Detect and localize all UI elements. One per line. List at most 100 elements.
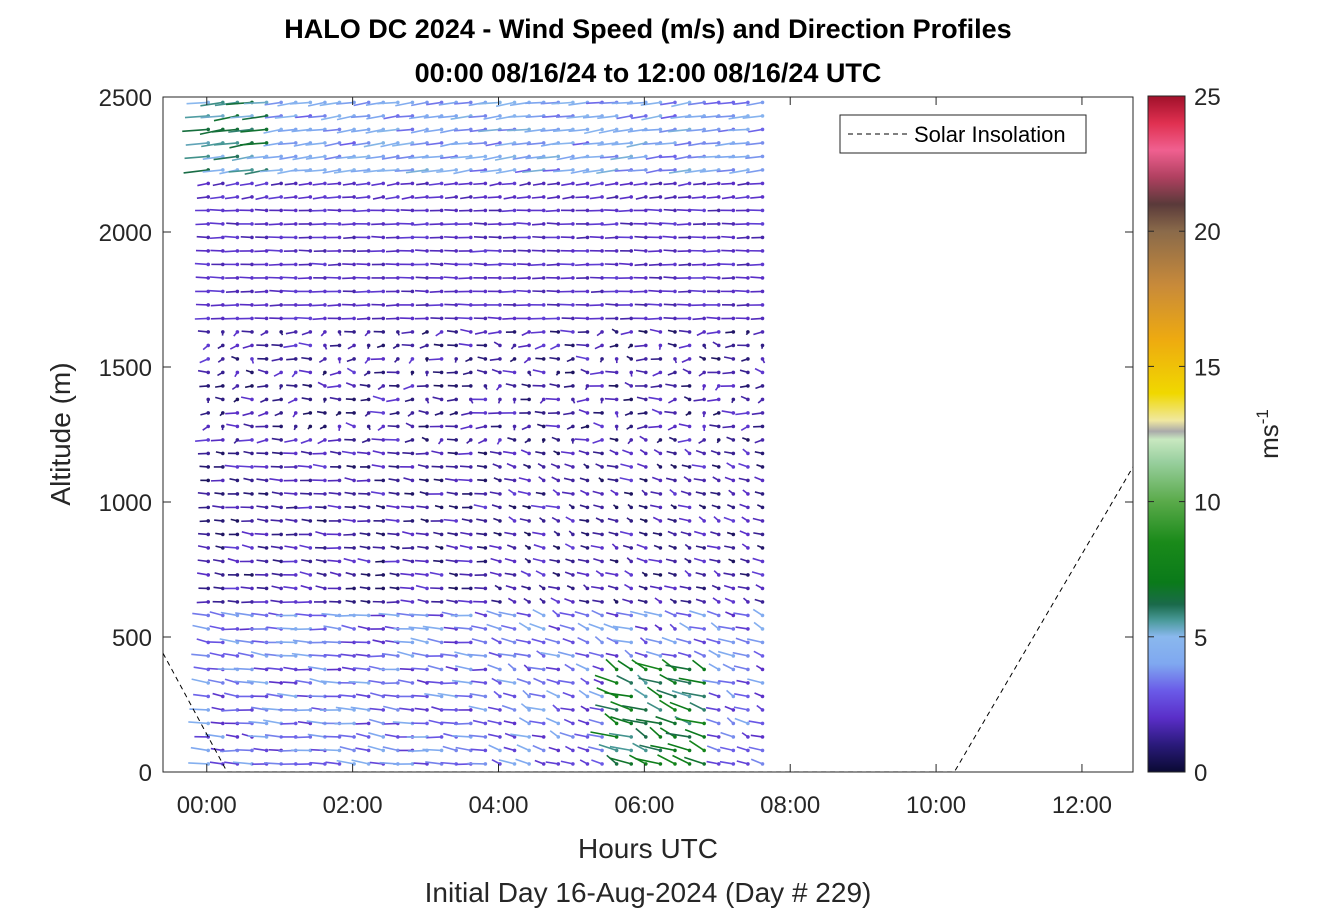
wind-barb [190, 746, 209, 752]
wind-barb [512, 155, 530, 160]
wind-barb-head [702, 492, 706, 496]
wind-barb [325, 761, 340, 765]
wind-barb [667, 743, 690, 752]
wind-barb-head [746, 127, 750, 132]
wind-barb-head [629, 195, 634, 199]
wind-barb [225, 412, 238, 415]
wind-barb [626, 101, 646, 105]
wind-barb-head [571, 505, 575, 510]
wind-barb [473, 222, 486, 225]
wind-barb [582, 169, 603, 174]
wind-barb-head [250, 397, 254, 402]
wind-barb-head [279, 222, 283, 226]
wind-barb-head [468, 492, 473, 496]
wind-barb-head [658, 100, 663, 105]
wind-barb [606, 636, 617, 644]
wind-barb-head [556, 762, 561, 766]
wind-barb-head [468, 181, 473, 186]
wind-barb-head [337, 235, 342, 240]
wind-barb [298, 196, 311, 200]
wind-barb-head [323, 289, 327, 294]
wind-barb-head [279, 667, 283, 672]
wind-barb-head [658, 127, 663, 132]
wind-barb [230, 115, 253, 119]
wind-barb-head [585, 276, 590, 280]
wind-barb-head [731, 735, 736, 739]
wind-barb [622, 718, 646, 725]
wind-barb [350, 706, 369, 711]
wind-barb-head [396, 465, 400, 469]
wind-barb-head [323, 154, 327, 159]
wind-barb [193, 666, 209, 671]
wind-barb-head [483, 249, 488, 253]
wind-barb-head [760, 546, 765, 550]
wind-barb [297, 277, 311, 280]
wind-barb-head [308, 681, 313, 685]
wind-barb-head [541, 478, 546, 483]
wind-barb [604, 182, 617, 187]
wind-barb [501, 209, 515, 213]
wind-barb [588, 746, 603, 752]
wind-barb-head [541, 208, 546, 213]
wind-barb [728, 155, 748, 159]
wind-barb [648, 250, 661, 253]
wind-barb-head [250, 316, 254, 321]
wind-barb [284, 182, 296, 186]
wind-barb [343, 236, 355, 240]
wind-barb [722, 425, 734, 429]
wind-barb [438, 115, 457, 119]
wind-barb-head [760, 465, 765, 469]
wind-barb-head [746, 451, 750, 456]
wind-barb-head [293, 721, 298, 726]
wind-barb [506, 128, 530, 132]
wind-barb-head [483, 181, 488, 186]
wind-barb [518, 622, 530, 630]
wind-barb-head [702, 181, 706, 186]
wind-barb-head [352, 262, 356, 267]
wind-barb-head [366, 127, 371, 132]
wind-barb-head [483, 303, 488, 307]
wind-barb-head [235, 303, 240, 307]
wind-barb-head [381, 384, 386, 388]
wind-barb-head [541, 667, 546, 672]
wind-barb-head [454, 451, 458, 456]
wind-barb-head [498, 708, 502, 712]
wind-barb-head [250, 613, 254, 618]
wind-barb-head [323, 451, 327, 456]
wind-barb-head [571, 343, 575, 348]
wind-barb-head [673, 478, 677, 483]
wind-barb-head [673, 465, 677, 469]
wind-barb [471, 638, 486, 644]
wind-barb-head [337, 114, 342, 118]
wind-barb [457, 303, 471, 306]
wind-barb-head [760, 451, 765, 456]
wind-barb-head [396, 303, 400, 307]
wind-barb-head [760, 640, 765, 645]
wind-barb-head [381, 316, 386, 321]
wind-barb-head [571, 154, 575, 159]
wind-barb-head [206, 627, 211, 631]
wind-barb [396, 155, 413, 160]
wind-barb-head [571, 141, 575, 145]
wind-barb-head [731, 465, 736, 469]
wind-barb-head [439, 262, 444, 267]
wind-barb [655, 715, 676, 725]
wind-barb-head [673, 438, 677, 442]
wind-barb [355, 747, 369, 752]
wind-barb-head [206, 492, 211, 496]
wind-barb-head [658, 519, 663, 523]
wind-barb [659, 128, 676, 133]
wind-barb [659, 699, 676, 711]
wind-barb [443, 262, 457, 266]
wind-barb [735, 289, 748, 293]
wind-barb-head [425, 141, 429, 145]
wind-barb [269, 304, 282, 307]
wind-barb-head [483, 667, 488, 672]
wind-barb-head [614, 600, 619, 604]
wind-barb-head [746, 681, 750, 685]
chart-title: HALO DC 2024 - Wind Speed (m/s) and Dire… [284, 14, 1011, 44]
wind-barb-head [614, 370, 619, 375]
wind-barb-head [396, 100, 400, 105]
wind-barb [297, 601, 311, 604]
wind-barb-head [323, 519, 327, 523]
